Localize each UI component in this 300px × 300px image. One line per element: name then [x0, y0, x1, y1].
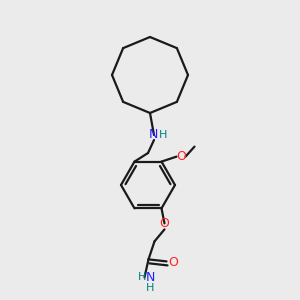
Text: O: O: [169, 256, 178, 269]
Text: N: N: [148, 128, 158, 142]
Text: H: H: [146, 284, 155, 293]
Text: H: H: [159, 130, 167, 140]
Text: H: H: [138, 272, 147, 282]
Text: O: O: [160, 217, 170, 230]
Text: O: O: [177, 150, 186, 163]
Text: N: N: [146, 271, 155, 284]
